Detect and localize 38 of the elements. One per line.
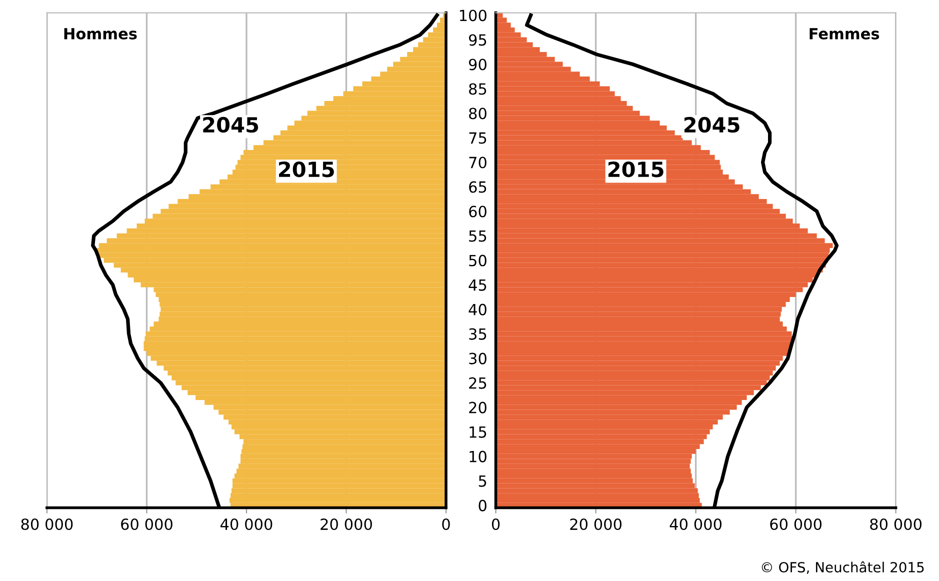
y-tick-label: 5 bbox=[478, 476, 486, 487]
y-tick-label: 75 bbox=[469, 132, 486, 144]
y-tick-label: 0 bbox=[478, 500, 486, 512]
y-tick-label: 35 bbox=[469, 328, 486, 340]
x-tick-label: 20 000 bbox=[570, 518, 622, 530]
y-tick-label: 85 bbox=[469, 83, 486, 95]
y-tick-label: 15 bbox=[470, 426, 486, 438]
series-label: 2045 bbox=[203, 116, 258, 133]
x-tick-label: 80 000 bbox=[21, 518, 73, 530]
x-tick-label: 40 000 bbox=[220, 518, 272, 530]
y-tick-label: 30 bbox=[469, 352, 486, 364]
series-label: 2015 bbox=[279, 161, 334, 178]
x-tick-label: 0 bbox=[442, 518, 450, 530]
x-tick-label: 60 000 bbox=[770, 518, 822, 530]
x-tick-label: 0 bbox=[492, 518, 500, 530]
y-tick-label: 20 bbox=[469, 402, 486, 414]
series-label: 2015 bbox=[608, 161, 664, 178]
x-tick-label: 80 000 bbox=[870, 518, 922, 530]
text: © OFS, Neuchâtel 2015 bbox=[762, 561, 924, 574]
text: Femmes bbox=[810, 28, 880, 40]
y-tick-label: 80 bbox=[469, 108, 486, 120]
series-label: 2045 bbox=[684, 116, 740, 133]
x-tick-label: 40 000 bbox=[670, 518, 722, 530]
y-tick-label: 90 bbox=[468, 58, 486, 70]
y-tick-label: 40 bbox=[468, 304, 486, 316]
y-tick-label: 95 bbox=[468, 34, 486, 46]
x-tick-label: 60 000 bbox=[121, 518, 172, 530]
y-tick-label: 25 bbox=[469, 377, 486, 389]
y-tick-label: 60 bbox=[469, 206, 486, 218]
y-tick-label: 50 bbox=[469, 254, 486, 266]
y-tick-label: 45 bbox=[468, 279, 486, 291]
y-tick-label: 10 bbox=[470, 450, 486, 462]
y-tick-label: 65 bbox=[469, 181, 486, 193]
y-tick-label: 70 bbox=[469, 156, 486, 168]
text: Hommes bbox=[64, 28, 137, 40]
y-tick-label: 100 bbox=[460, 10, 486, 22]
x-tick-label: 20 000 bbox=[320, 518, 372, 530]
y-tick-label: 55 bbox=[469, 230, 486, 242]
